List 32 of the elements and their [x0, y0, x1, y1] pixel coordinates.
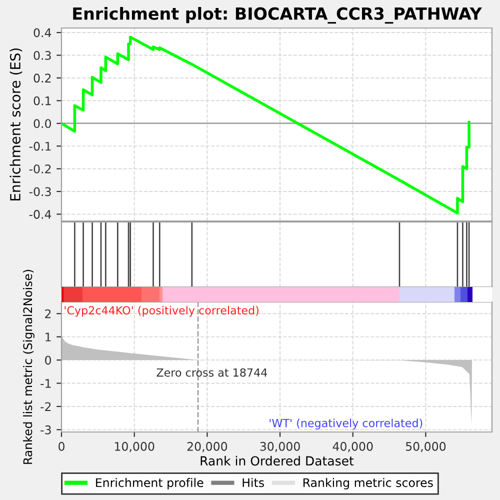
y-tick-label: 0.4 [34, 28, 52, 38]
legend-label: Enrichment profile [96, 478, 204, 490]
x-axis-title: Rank in Ordered Dataset [200, 456, 354, 466]
y-tick-label: 0.0 [34, 119, 51, 128]
x-tick-label: 0 [58, 442, 64, 451]
y-tick-label: -0.4 [29, 210, 52, 219]
text: Ranking metric scores [303, 478, 433, 490]
y-axis-title: Ranked list metric (Signal2Noise) [23, 270, 34, 464]
annotation: Zero cross at 18744 [156, 368, 268, 377]
y-tick-label: -0.2 [29, 164, 51, 174]
y-tick-label: -2 [40, 402, 51, 411]
x-tick-label: 50,000 [406, 442, 446, 452]
y-tick-label: -1 [40, 379, 51, 388]
chart-title: Enrichment plot: BIOCARTA_CCR3_PATHWAY [73, 7, 482, 24]
annotation: 'WT' (negatively correlated) [270, 418, 422, 430]
y-tick-label: 0.3 [34, 50, 51, 60]
text: Hits [242, 478, 264, 488]
annotation: 'Cyp2c44KO' (positively correlated) [64, 306, 258, 317]
x-tick-label: 30,000 [260, 442, 300, 452]
y-tick-label: 0 [45, 356, 51, 365]
y-tick-label: 0.1 [34, 96, 51, 106]
x-tick-label: 20,000 [187, 442, 228, 452]
line-series [62, 36, 470, 214]
y-tick-label: 0.2 [34, 74, 51, 83]
x-tick-label: 10,000 [114, 442, 154, 452]
y-tick-label: 1 [46, 332, 51, 342]
y-tick-label: -0.3 [29, 187, 51, 196]
y-tick-label: -3 [40, 425, 51, 434]
x-tick-label: 40,000 [332, 442, 373, 452]
y-tick-label: -0.1 [29, 142, 51, 151]
y-tick-label: 2 [45, 309, 51, 318]
y-axis-title: Enrichment score (ES) [10, 48, 22, 200]
